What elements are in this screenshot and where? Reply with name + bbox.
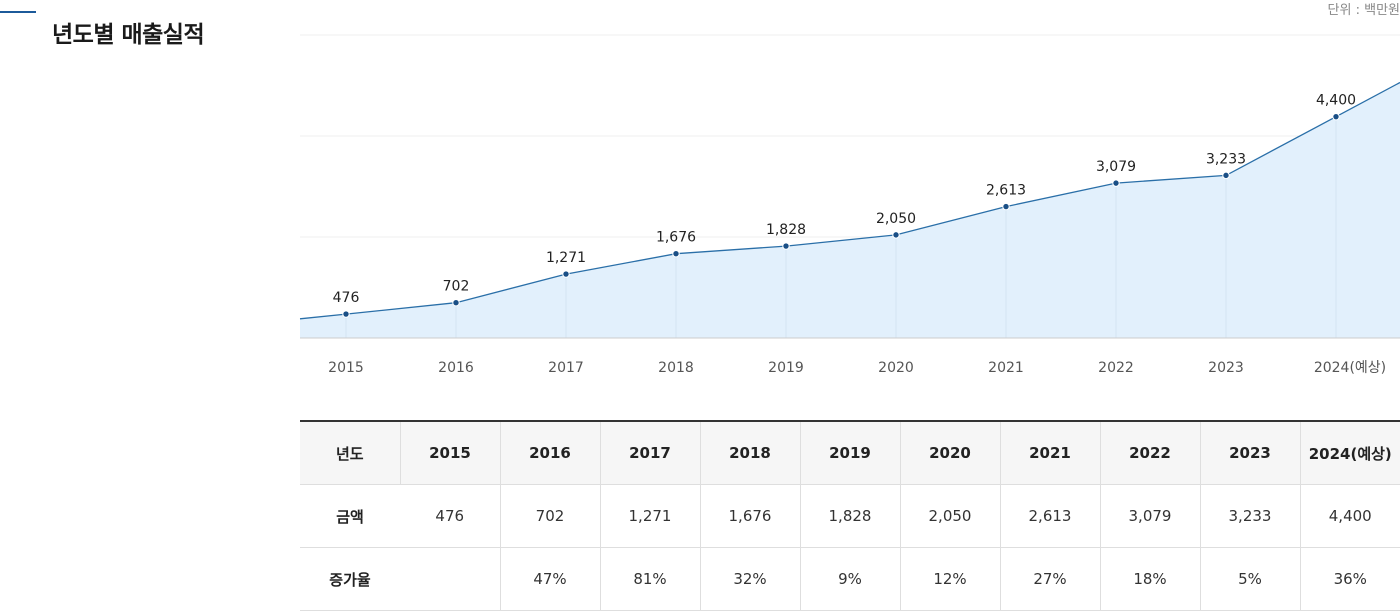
year-header-cell: 2023 <box>1199 421 1300 485</box>
growth-cell: 9% <box>799 547 900 611</box>
growth-cell: 12% <box>899 547 1000 611</box>
section-title: 년도별 매출실적 <box>52 22 205 49</box>
x-tick-label: 2018 <box>658 360 694 376</box>
row-label-growth: 증가율 <box>300 547 400 611</box>
x-tick-label: 2017 <box>548 360 584 376</box>
growth-cell: 32% <box>699 547 800 611</box>
year-header-cell: 2015 <box>399 421 500 485</box>
data-label: 2,050 <box>876 211 916 227</box>
data-point <box>452 298 460 307</box>
data-label: 3,079 <box>1096 159 1136 175</box>
x-tick-label: 2021 <box>988 360 1024 376</box>
row-label-amount: 금액 <box>300 484 400 548</box>
data-label: 702 <box>443 279 470 295</box>
data-point <box>562 270 570 278</box>
data-point <box>1112 179 1120 187</box>
year-header-cell: 2018 <box>699 421 800 485</box>
amount-cell: 3,233 <box>1199 484 1300 548</box>
amount-cell: 2,613 <box>999 484 1100 548</box>
table-header-row: 년도 2015 2016 2017 2018 2019 2020 2021 20… <box>300 421 1400 485</box>
data-label: 4,400 <box>1316 93 1356 109</box>
year-header-cell: 2017 <box>599 421 700 485</box>
year-header-cell: 2024(예상) <box>1299 421 1400 485</box>
data-label: 1,676 <box>656 230 696 246</box>
table-row-amount: 금액 476 702 1,271 1,676 1,828 2,050 2,613… <box>300 484 1400 548</box>
data-label: 2,613 <box>986 183 1026 199</box>
x-tick-label: 2019 <box>768 360 804 376</box>
year-header-label: 년도 <box>300 421 400 485</box>
growth-cell <box>400 547 500 611</box>
data-label: 3,233 <box>1206 151 1246 167</box>
growth-cell: 5% <box>1199 547 1300 611</box>
amount-cell: 2,050 <box>899 484 1000 548</box>
data-point <box>892 231 900 239</box>
x-tick-label: 2020 <box>878 360 914 376</box>
x-tick-label: 2022 <box>1098 360 1134 376</box>
x-tick-label: 2023 <box>1208 360 1244 376</box>
growth-cell: 47% <box>499 547 600 611</box>
year-header-cell: 2016 <box>499 421 600 485</box>
year-header-cell: 2022 <box>1099 421 1200 485</box>
amount-cell: 4,400 <box>1299 484 1400 548</box>
amount-cell: 476 <box>400 484 500 548</box>
amount-cell: 1,271 <box>599 484 700 548</box>
data-label: 476 <box>333 290 360 306</box>
data-label: 1,828 <box>766 222 806 238</box>
series-line <box>299 81 1400 320</box>
growth-cell: 27% <box>999 547 1100 611</box>
year-header-cell: 2020 <box>899 421 1000 485</box>
growth-cell: 18% <box>1099 547 1200 611</box>
data-label: 1,271 <box>546 250 586 266</box>
amount-cell: 3,079 <box>1099 484 1200 548</box>
data-point <box>782 242 790 250</box>
growth-cell: 36% <box>1299 547 1400 611</box>
sales-table: 년도 2015 2016 2017 2018 2019 2020 2021 20… <box>300 420 1400 611</box>
year-header-cell: 2019 <box>799 421 900 485</box>
data-point <box>1222 171 1230 180</box>
area-fill <box>300 82 1400 338</box>
growth-cell: 81% <box>599 547 700 611</box>
amount-cell: 1,676 <box>699 484 800 548</box>
data-point <box>1002 202 1010 211</box>
table-row-growth: 증가율 47% 81% 32% 9% 12% 27% 18% 5% 36% <box>300 547 1400 611</box>
data-point <box>1332 112 1340 121</box>
data-point <box>672 249 680 258</box>
unit-label: 단위 : 백만원 <box>1327 3 1400 18</box>
x-tick-label: 2015 <box>328 360 364 376</box>
x-tick-label: 2016 <box>438 360 474 376</box>
year-header-cell: 2021 <box>999 421 1100 485</box>
data-point <box>342 310 350 318</box>
title-accent-line <box>0 11 36 13</box>
sales-chart: 476 2015 702 2016 1,271 2017 1,676 2018 1,828 201… <box>299 34 1400 376</box>
x-tick-label: 2024(예상) <box>1314 360 1386 376</box>
amount-cell: 1,828 <box>799 484 900 548</box>
amount-cell: 702 <box>499 484 600 548</box>
